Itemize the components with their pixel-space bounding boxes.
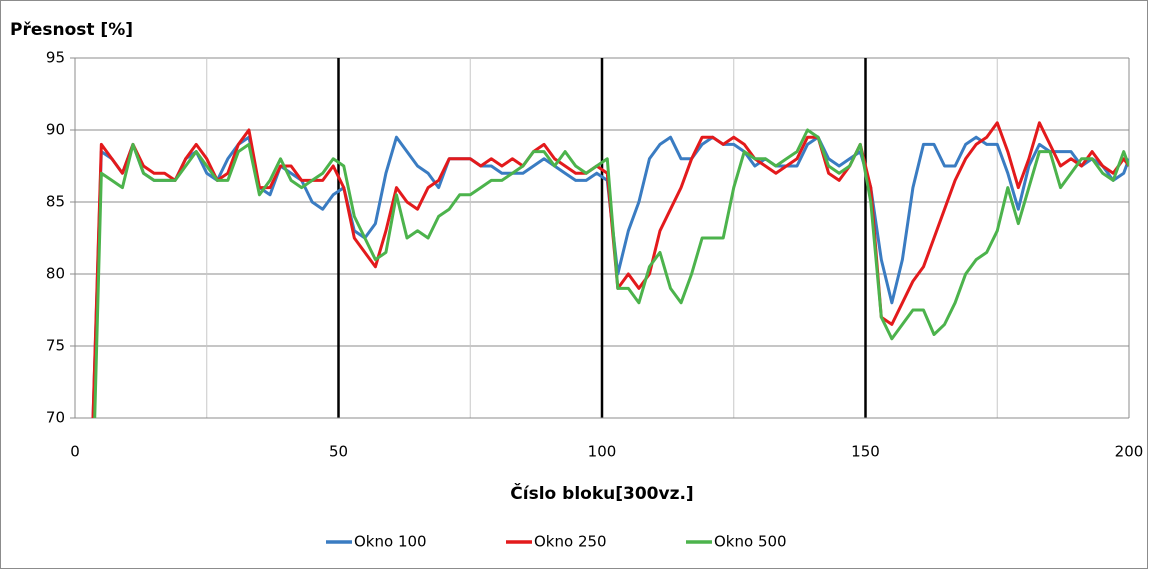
x-tick-label: 200 bbox=[1115, 443, 1144, 461]
y-tick-label: 70 bbox=[46, 409, 65, 427]
legend-label: Okno 500 bbox=[714, 533, 787, 551]
y-tick-label: 85 bbox=[46, 193, 65, 211]
x-axis-label: Číslo bloku[300vz.] bbox=[510, 482, 693, 504]
x-tick-label: 0 bbox=[70, 443, 80, 461]
lines bbox=[91, 121, 1129, 418]
y-tick-label: 90 bbox=[46, 121, 65, 139]
labels: 70 75 80 85 90 95 0 50 100 150 200 Okno 100 Okno 250… bbox=[46, 49, 1143, 551]
grid bbox=[70, 57, 1130, 419]
y-tick-label: 95 bbox=[46, 49, 65, 67]
series-line bbox=[93, 128, 1129, 418]
legend-label: Okno 100 bbox=[354, 533, 427, 551]
x-tick-label: 150 bbox=[851, 443, 880, 461]
legend-label: Okno 250 bbox=[534, 533, 607, 551]
x-tick-label: 100 bbox=[588, 443, 617, 461]
y-axis-label: Přesnost [%] bbox=[10, 20, 133, 40]
x-tick-label: 50 bbox=[329, 443, 348, 461]
y-tick-label: 75 bbox=[46, 337, 65, 355]
y-tick-label: 80 bbox=[46, 265, 65, 283]
